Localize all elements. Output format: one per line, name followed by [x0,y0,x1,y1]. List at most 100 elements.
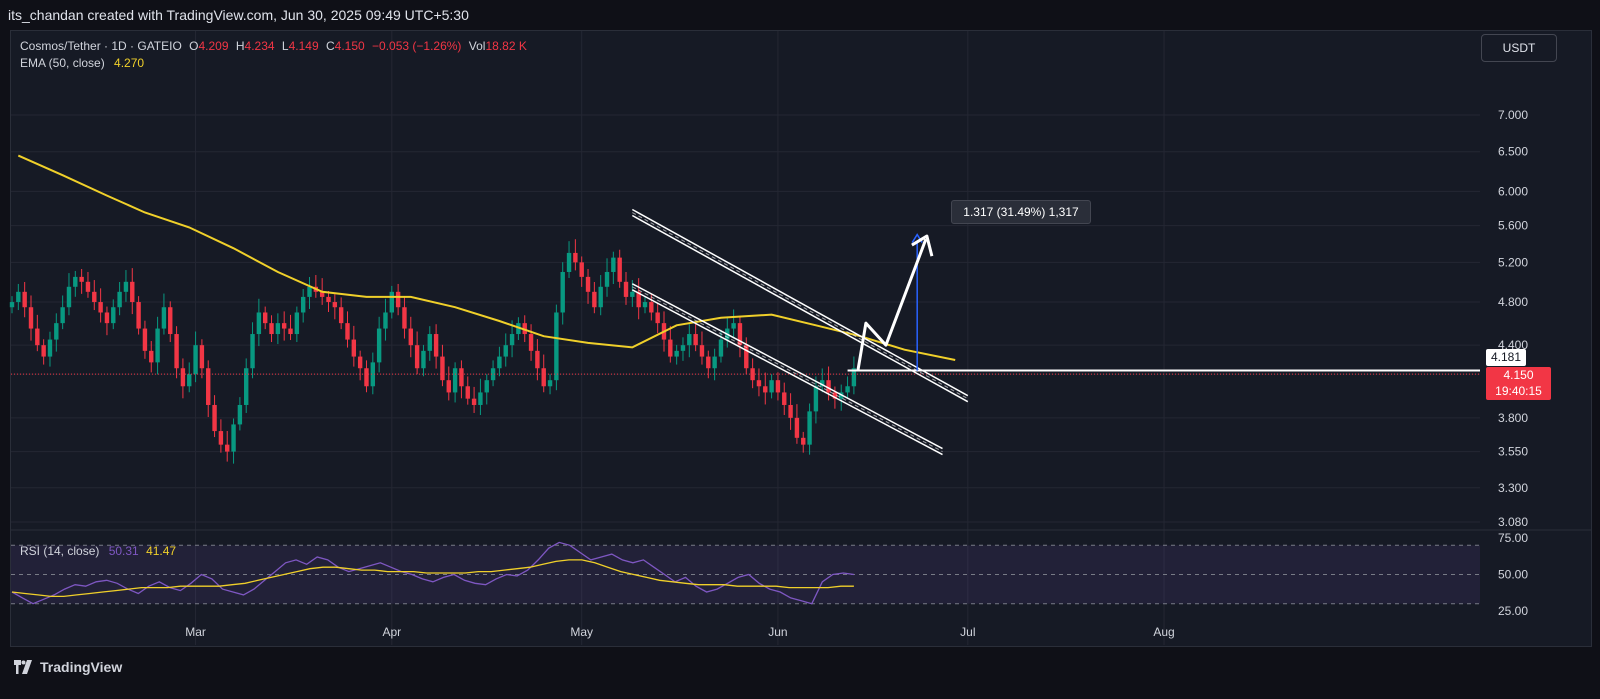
candle-body [712,356,717,369]
candle-body [446,380,451,393]
candle-body [155,328,160,363]
rsi-line [11,541,854,605]
candle-body [193,345,198,375]
price-tick-label: 6.500 [1498,145,1528,159]
price-tick-label: 3.080 [1498,515,1528,529]
candle-body [288,328,293,335]
candle-body [611,257,616,272]
candle-body [351,339,357,357]
candle-body [395,291,401,308]
candles [9,239,857,464]
candle-body [187,374,192,387]
close-label: C [325,39,335,53]
candle-body [402,307,407,329]
high-value: 4.234 [244,39,275,53]
candle-body [763,386,768,393]
candle-body [79,276,84,282]
candle-body [22,291,27,308]
candle-body [149,350,154,363]
candle-body [731,323,736,329]
candle-body [826,380,831,393]
footer: TradingView [12,656,122,678]
volume-label: Vol [468,39,486,53]
attribution-text: its_chandan created with TradingView.com… [8,7,469,23]
candle-body [294,312,300,335]
candle-body [47,339,53,357]
candle-body [111,307,116,324]
candle-body [98,302,103,313]
ema-price-tag: 4.181 [1486,349,1526,366]
candle-body [541,368,546,387]
candle-body [801,437,806,445]
candle-body [16,291,21,303]
rsi-axis: 25.00 50.00 75.00 [1498,531,1528,618]
ema-value: 4.270 [114,56,145,70]
last-price-text: 4.150 [1503,368,1534,382]
price-axis: 3.080 3.300 3.550 3.800 4.400 4.800 5.200 5.600… [1498,108,1528,529]
candle-body [231,424,236,452]
time-tick-label: Aug [1153,625,1174,639]
close-value: 4.150 [334,39,365,53]
candle-body [484,380,489,393]
candle-body [636,291,641,308]
candle-body [655,312,660,324]
candle-body [769,380,774,393]
candle-body [85,281,91,292]
candle-body [490,368,496,381]
rsi-value: 50.31 [108,544,139,558]
rsi-label[interactable]: RSI (14, close) [20,544,100,558]
candle-body [256,312,262,335]
price-tick-label: 7.000 [1498,108,1528,122]
candle-body [503,345,508,357]
candle-body [168,307,173,335]
candle-body [263,312,268,324]
candle-body [142,328,148,351]
candle-body [218,431,224,445]
candle-body [275,323,281,335]
candle-body [136,302,141,329]
measure-label: 1.317 (31.49%) 1,317 [951,200,1091,224]
channel-lower-line-dash [632,286,943,453]
candle-body [332,302,338,308]
price-tick-label: 5.200 [1498,255,1528,269]
candle-body [269,323,274,335]
time-tick-label: Apr [382,625,401,639]
candle-body [130,281,135,303]
projection-arrow-line [856,238,928,371]
chart-frame[interactable] [10,30,1592,647]
candle-body [604,271,610,287]
candle-body [579,262,584,277]
rsi-tick-label: 25.00 [1498,604,1528,618]
currency-button[interactable]: USDT [1481,34,1557,62]
candle-body [851,368,857,387]
candle-body [522,323,527,335]
candle-body [421,350,426,369]
candle-body [433,334,439,357]
time-tick-label: Jul [960,625,975,639]
channel-upper-line [631,208,969,397]
candle-body [566,252,572,272]
symbol-label[interactable]: Cosmos/Tether · 1D · GATEIO [20,39,182,53]
ema-label[interactable]: EMA (50, close) [20,56,105,70]
rsi-legend: RSI (14, close) 50.31 41.47 [20,544,176,558]
rsi-tick-label: 75.00 [1498,531,1528,545]
time-axis: Mar Apr May Jun Jul Aug [185,625,1175,639]
candle-body [706,356,711,369]
candle-body [440,356,445,381]
price-tick-label: 4.800 [1498,295,1528,309]
price-tick-label: 3.550 [1498,445,1528,459]
candle-body [668,339,673,357]
candle-body [623,281,629,297]
candle-body [307,286,312,297]
attribution-bar: its_chandan created with TradingView.com… [0,0,1600,30]
channel-lower-line [631,289,943,456]
change-value: −0.053 (−1.26%) [372,39,462,53]
footer-brand[interactable]: TradingView [40,659,123,675]
candle-body [509,334,515,346]
candle-body [206,368,211,405]
time-tick-label: Mar [185,625,206,639]
candle-body [775,380,781,393]
price-tick-label: 3.300 [1498,481,1528,495]
candle-body [794,417,800,438]
